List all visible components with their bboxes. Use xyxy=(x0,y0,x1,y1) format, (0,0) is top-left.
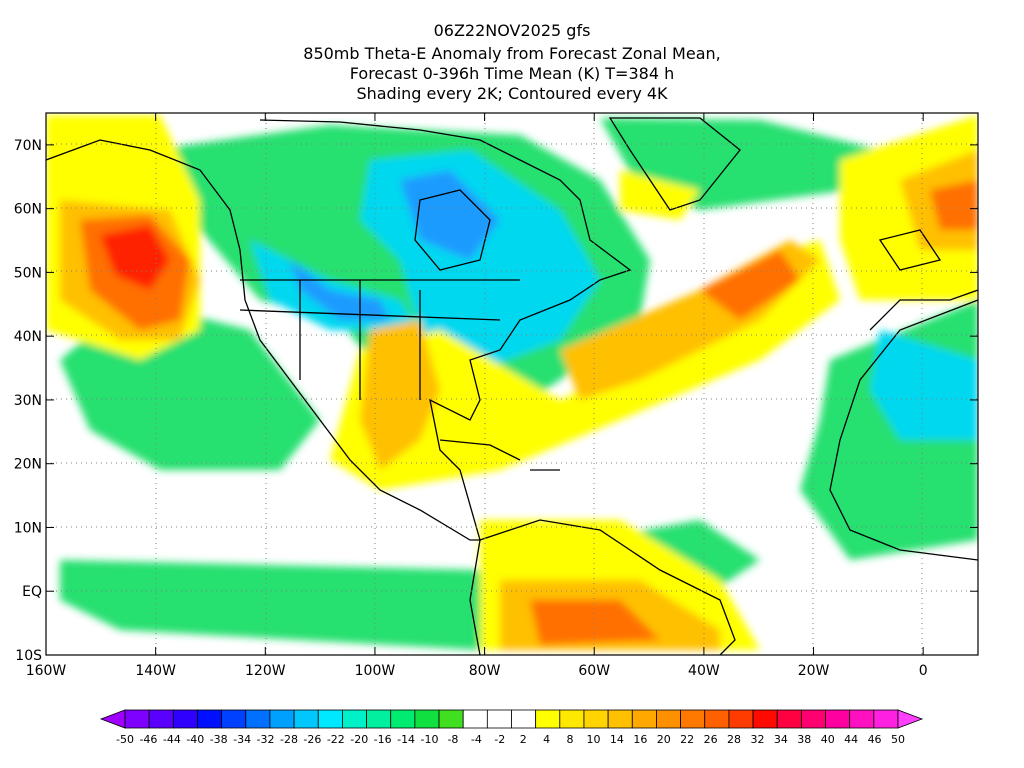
axis-ticks xyxy=(45,113,978,656)
map-title-line-3: Forecast 0-396h Time Mean (K) T=384 h xyxy=(349,64,675,83)
colorbar-label: -22 xyxy=(327,733,345,746)
colorbar-swatch xyxy=(124,709,150,729)
lon-label: 100W xyxy=(355,663,396,679)
lat-label: 50N xyxy=(14,265,42,281)
lat-label: 20N xyxy=(14,457,42,473)
colorbar-arrow-right xyxy=(897,709,924,729)
colorbar-label: 44 xyxy=(844,733,858,746)
colorbar-swatch xyxy=(825,709,851,729)
colorbar-swatch xyxy=(728,709,754,729)
colorbar-label: -26 xyxy=(303,733,321,746)
colorbar-swatch xyxy=(486,709,512,729)
colorbar-label: 28 xyxy=(727,733,741,746)
colorbar-swatch xyxy=(245,709,271,729)
longitude-labels: 160W 140W 120W 100W 80W 60W 40W 20W 0 xyxy=(26,663,928,679)
lat-label: 70N xyxy=(14,138,42,154)
lon-label: 0 xyxy=(919,663,928,679)
lat-label: 30N xyxy=(14,393,42,409)
map-title-line-1: 06Z22NOV2025 gfs xyxy=(433,21,591,40)
colorbar-label: 46 xyxy=(868,733,882,746)
colorbar-label: 20 xyxy=(657,733,671,746)
colorbar: -50 -46 -44 -40 -38 -34 -32 -28 -26 -22 -20 -16 -14-… xyxy=(99,709,924,746)
colorbar-swatch xyxy=(414,709,440,729)
colorbar-swatch xyxy=(631,709,657,729)
lat-label: EQ xyxy=(22,584,42,600)
lat-label: 60N xyxy=(14,202,42,218)
colorbar-label: -44 xyxy=(163,733,181,746)
latitude-labels: 70N 60N 50N 40N 30N 20N 10N EQ 10S xyxy=(14,138,42,664)
colorbar-swatch xyxy=(366,709,392,729)
map-title-line-4: Shading every 2K; Contoured every 4K xyxy=(356,84,668,103)
colorbar-label: 2 xyxy=(520,733,527,746)
colorbar-swatch xyxy=(511,709,537,729)
colorbar-label: 26 xyxy=(704,733,718,746)
colorbar-swatch xyxy=(293,709,319,729)
colorbar-label: -4 xyxy=(471,733,482,746)
colorbar-swatch xyxy=(559,709,585,729)
lon-label: 40W xyxy=(688,663,720,679)
colorbar-label: 50 xyxy=(891,733,905,746)
colorbar-swatch xyxy=(317,709,343,729)
colorbar-swatch xyxy=(462,709,488,729)
colorbar-label: 8 xyxy=(567,733,574,746)
colorbar-label: 4 xyxy=(543,733,550,746)
colorbar-swatch xyxy=(221,709,247,729)
colorbar-swatch xyxy=(583,709,609,729)
colorbar-label: 14 xyxy=(610,733,624,746)
colorbar-swatch xyxy=(438,709,464,729)
colorbar-swatch xyxy=(776,709,802,729)
lon-label: 160W xyxy=(26,663,67,679)
colorbar-swatch xyxy=(197,709,223,729)
colorbar-label: 40 xyxy=(821,733,835,746)
colorbar-swatch xyxy=(849,709,875,729)
colorbar-label: 38 xyxy=(797,733,811,746)
colorbar-swatch xyxy=(800,709,826,729)
colorbar-swatch xyxy=(269,709,295,729)
colorbar-label: -34 xyxy=(233,733,251,746)
lat-label: 40N xyxy=(14,329,42,345)
colorbar-swatch xyxy=(873,709,899,729)
colorbar-swatch xyxy=(752,709,778,729)
lon-label: 20W xyxy=(798,663,830,679)
colorbar-label: -2 xyxy=(494,733,505,746)
lon-label: 60W xyxy=(578,663,610,679)
lon-label: 80W xyxy=(469,663,501,679)
colorbar-label: -38 xyxy=(210,733,228,746)
lat-label: 10S xyxy=(15,648,42,664)
anomaly-shading xyxy=(46,113,978,655)
lon-label: 120W xyxy=(245,663,286,679)
colorbar-swatch xyxy=(172,709,198,729)
colorbar-label: -40 xyxy=(186,733,204,746)
colorbar-label: -14 xyxy=(397,733,415,746)
colorbar-arrow-left xyxy=(99,709,126,729)
colorbar-swatch xyxy=(148,709,174,729)
colorbar-label: 34 xyxy=(774,733,788,746)
colorbar-label: 32 xyxy=(750,733,764,746)
colorbar-label: -46 xyxy=(139,733,157,746)
lat-label: 10N xyxy=(14,520,42,536)
colorbar-swatch xyxy=(390,709,416,729)
colorbar-label: -10 xyxy=(421,733,439,746)
colorbar-label: -28 xyxy=(280,733,298,746)
colorbar-swatch xyxy=(342,709,367,729)
colorbar-label: -16 xyxy=(374,733,392,746)
colorbar-label: -20 xyxy=(350,733,368,746)
colorbar-swatch xyxy=(680,709,706,729)
colorbar-swatch xyxy=(535,709,561,729)
colorbar-label: 10 xyxy=(586,733,600,746)
colorbar-label: 22 xyxy=(680,733,694,746)
colorbar-swatch xyxy=(656,709,681,729)
colorbar-label: -32 xyxy=(257,733,275,746)
colorbar-swatch xyxy=(607,709,633,729)
colorbar-label: -8 xyxy=(447,733,458,746)
colorbar-label: -50 xyxy=(116,733,134,746)
map-title-line-2: 850mb Theta-E Anomaly from Forecast Zona… xyxy=(303,44,721,63)
lon-label: 140W xyxy=(135,663,176,679)
colorbar-swatch xyxy=(704,709,730,729)
colorbar-label: 16 xyxy=(633,733,647,746)
graticule xyxy=(46,113,978,655)
coastlines xyxy=(46,117,978,655)
plot-frame xyxy=(45,112,979,656)
